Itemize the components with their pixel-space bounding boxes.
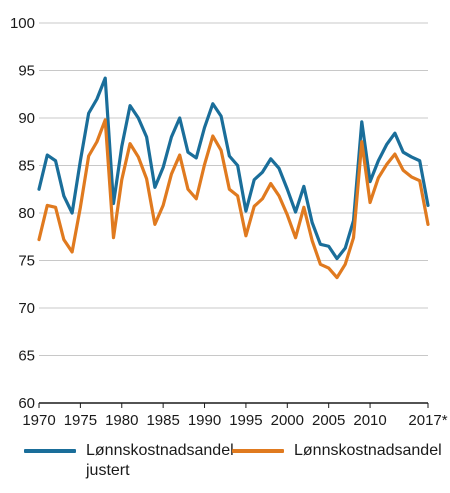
legend-item-series-1: Lønnskostnadsandel justert	[24, 441, 236, 487]
x-tick-label: 2017*	[408, 412, 447, 429]
y-axis-ticks: 60 65 70 75 80 85 90 95 100	[10, 15, 35, 412]
x-tick-label: 2010	[353, 412, 386, 429]
y-tick-label: 70	[18, 300, 35, 317]
gridlines	[39, 22, 428, 356]
y-tick-label: 85	[18, 158, 35, 175]
legend-item-series-2: Lønnskostnadsandel	[232, 441, 442, 487]
series-line-1	[37, 76, 430, 261]
x-tick-label: 1975	[64, 412, 97, 429]
y-tick-label: 90	[18, 110, 35, 127]
series-lines	[37, 76, 430, 280]
series-line-2	[37, 118, 430, 280]
y-tick-label: 75	[18, 253, 35, 270]
x-tick-label: 2005	[312, 412, 345, 429]
x-tick-label: 1995	[229, 412, 262, 429]
legend-swatch-series-2	[232, 449, 284, 453]
y-tick-label: 100	[10, 15, 35, 32]
y-tick-label: 80	[18, 205, 35, 222]
x-axis-tick-marks	[38, 403, 429, 408]
x-tick-label: 2000	[271, 412, 304, 429]
x-tick-label: 1970	[22, 412, 55, 429]
x-tick-label: 1990	[188, 412, 221, 429]
y-tick-label: 95	[18, 63, 35, 80]
legend-label-series-2: Lønnskostnadsandel	[294, 442, 442, 459]
y-tick-label: 60	[18, 395, 35, 412]
legend-label-series-1: Lønnskostnadsandel justert	[86, 442, 234, 479]
y-tick-label: 65	[18, 348, 35, 365]
legend-swatch-series-1	[24, 449, 76, 453]
x-tick-label: 1985	[146, 412, 179, 429]
line-chart: 60 65 70 75 80 85 90 95 100 1970 1975 1980 1985 1990…	[10, 15, 448, 429]
x-axis-ticks: 1970 1975 1980 1985 1990 1995 2000 2005 2010 2017…	[22, 412, 447, 429]
x-tick-label: 1980	[105, 412, 138, 429]
